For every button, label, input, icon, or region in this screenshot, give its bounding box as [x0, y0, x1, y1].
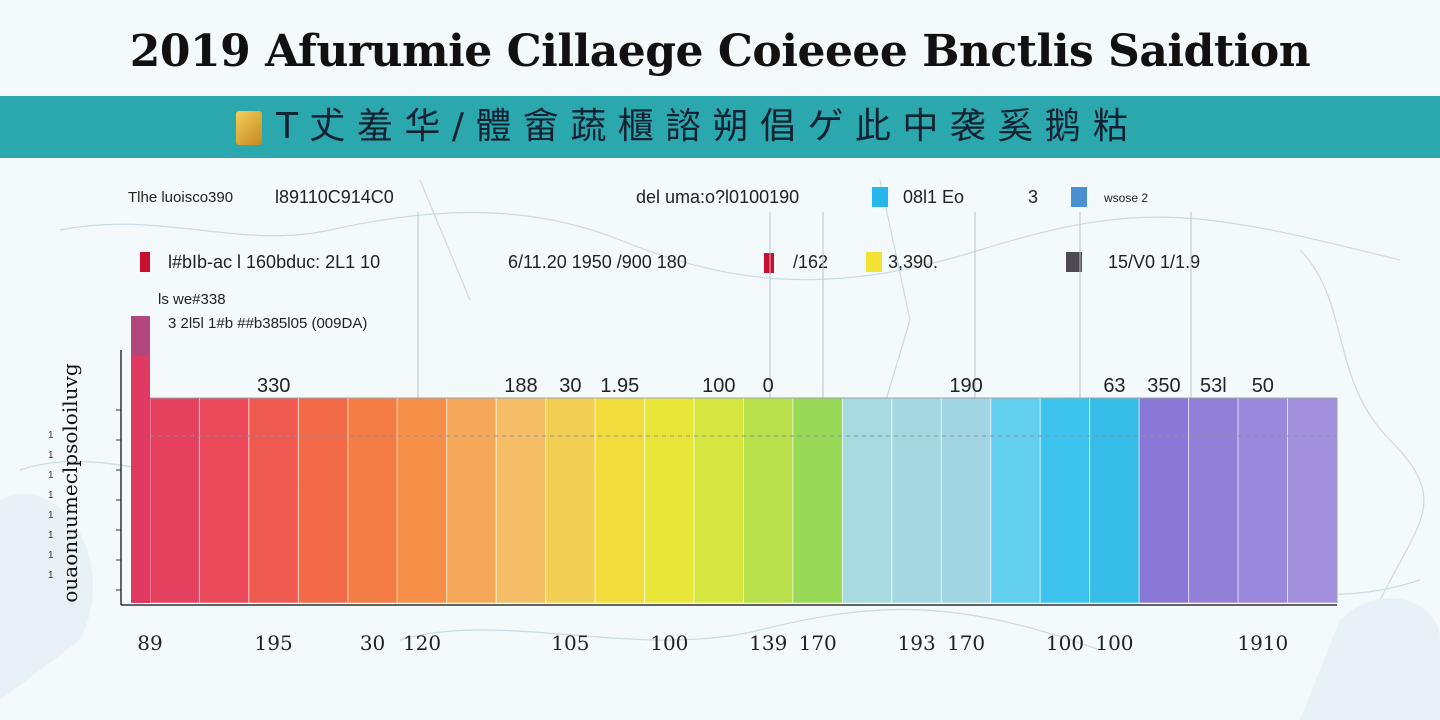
bar-18 — [1039, 397, 1091, 604]
top-label-10: 50 — [1252, 375, 1274, 397]
chart-title: 2019 Afurumie Cillaege Coieeee Bnctlis S… — [129, 26, 1311, 77]
y-tick-label-0: 1 — [48, 430, 54, 441]
bottom-label-4: 105 — [551, 631, 589, 655]
left-accent-top — [131, 316, 150, 356]
top-label-0: 330 — [257, 375, 290, 397]
bar-6 — [446, 397, 497, 604]
banner-flag-icon — [236, 111, 262, 145]
top-label-3: 1.95 — [600, 375, 639, 397]
top-label-4: 100 — [702, 375, 735, 397]
bar-8 — [545, 397, 596, 604]
legend-row1-label-6: wsose 2 — [1104, 191, 1149, 205]
top-label-9: 53l — [1200, 375, 1227, 397]
bottom-label-5: 100 — [650, 631, 688, 655]
bottom-label-12: 1910 — [1237, 631, 1288, 655]
bar-9 — [594, 397, 646, 604]
bar-20 — [1138, 397, 1190, 604]
bottom-label-9: 170 — [947, 631, 985, 655]
bar-11 — [693, 397, 745, 604]
bar-21 — [1188, 397, 1239, 604]
y-tick-label-6: 1 — [48, 550, 54, 561]
legend-swatch-yellow — [866, 252, 882, 272]
bottom-label-2: 30 — [360, 631, 385, 655]
y-tick-label-2: 1 — [48, 470, 54, 481]
legend-row2-label-1: l#bIb-ac l 160bduc: 2L1 10 — [168, 252, 381, 272]
bottom-label-11: 100 — [1095, 631, 1133, 655]
legend-swatch-dark — [1066, 252, 1082, 272]
legend-swatch-red-2 — [764, 253, 774, 273]
bar-12 — [743, 397, 794, 604]
bar-23 — [1287, 397, 1338, 604]
legend-row2-label-3: /162 — [793, 252, 829, 272]
bar-19 — [1089, 397, 1140, 604]
y-tick-label-7: 1 — [48, 570, 54, 581]
bar-3 — [297, 397, 349, 604]
top-label-8: 350 — [1147, 375, 1180, 397]
legend-note-2: 3 2l5l 1#b ##b385l05 (009DA) — [168, 315, 368, 332]
y-tick-label-3: 1 — [48, 490, 54, 501]
bottom-label-0: 89 — [137, 631, 162, 655]
top-label-2: 30 — [559, 375, 581, 397]
bar-10 — [644, 397, 695, 604]
legend-swatch-blue — [1071, 187, 1087, 207]
legend-row1-label-2: l89110C914C0 — [275, 187, 394, 207]
bar-13 — [792, 397, 843, 604]
bottom-label-8: 193 — [898, 631, 936, 655]
y-tick-label-1: 1 — [48, 450, 54, 461]
left-accent-strip — [131, 316, 150, 603]
bottom-label-1: 195 — [255, 631, 293, 655]
bar-0 — [149, 397, 200, 604]
legend-row2-label-5: 15/V0 1/1.9 — [1108, 252, 1201, 272]
legend-row2-label-4: 3,390. — [888, 252, 939, 272]
top-label-5: 0 — [763, 375, 774, 397]
legend-row1-label-5: 3 — [1028, 187, 1039, 207]
bar-16 — [940, 397, 992, 604]
bottom-label-7: 170 — [799, 631, 837, 655]
bar-2 — [248, 397, 299, 604]
legend-note-1: ls we#338 — [158, 291, 226, 308]
banner-text: T 𠀋 羞 华 / 體 畲 蔬 櫃 諮 朔 倡 ゲ 此 中 袭 奚 鹅 䊀 — [276, 106, 1129, 147]
legend-swatch-red-1 — [140, 252, 150, 272]
legend-row1-label-3: del uma:o?l0100190 — [636, 187, 800, 207]
bar-14 — [841, 397, 893, 604]
subtitle-banner: T 𠀋 羞 华 / 體 畲 蔬 櫃 諮 朔 倡 ゲ 此 中 袭 奚 鹅 䊀 — [0, 96, 1440, 158]
y-tick-label-5: 1 — [48, 530, 54, 541]
legend-row2-label-2: 6/11.20 1950 /900 180 — [508, 252, 687, 272]
legend-swatch-cyan — [872, 187, 888, 207]
bottom-label-6: 139 — [749, 631, 787, 655]
legend-row1-label-4: 08l1 Eo — [903, 187, 965, 207]
bottom-label-10: 100 — [1046, 631, 1084, 655]
bar-7 — [495, 397, 547, 604]
bar-22 — [1237, 397, 1289, 604]
bar-15 — [891, 397, 942, 604]
top-label-7: 63 — [1103, 375, 1125, 397]
bar-5 — [396, 397, 448, 604]
bottom-label-3: 120 — [403, 631, 441, 655]
bar-17 — [990, 397, 1041, 604]
bar-4 — [347, 397, 398, 604]
top-label-6: 190 — [949, 375, 982, 397]
legend-row1-label-1: Tlhe luoisco390 — [128, 189, 234, 206]
y-tick-label-4: 1 — [48, 510, 54, 521]
bar-1 — [198, 397, 250, 604]
top-label-1: 188 — [504, 375, 537, 397]
